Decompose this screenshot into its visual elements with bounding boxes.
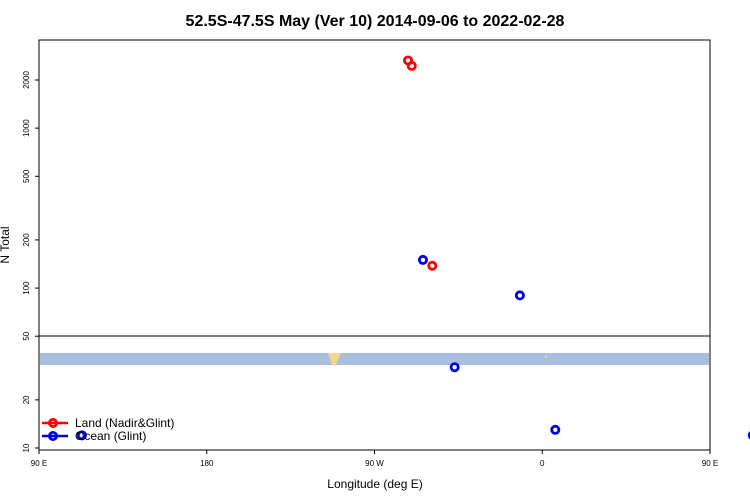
y-tick-label: 10	[22, 443, 31, 452]
map-land-south-america	[328, 353, 341, 365]
map-ocean-band	[40, 353, 709, 365]
legend: Land (Nadir&Glint)Ocean (Glint)	[42, 416, 174, 443]
ocean-point	[747, 431, 750, 440]
land-point	[427, 260, 438, 271]
y-tick-label: 20	[22, 395, 31, 404]
plot-frame	[38, 39, 711, 451]
x-tick-label: 180	[200, 459, 214, 468]
legend-ocean-marker	[48, 430, 59, 441]
legend-ocean-label: Ocean (Glint)	[75, 429, 146, 443]
map-land-island	[545, 356, 547, 358]
ocean-point	[514, 290, 525, 301]
y-axis-ticks: 10 20 50 100 200 500 1000 2000	[22, 71, 39, 452]
map-strip	[40, 353, 709, 365]
x-tick-label: 90 W	[365, 459, 384, 468]
y-tick-label: 2000	[22, 71, 31, 89]
x-tick-label: 90 E	[702, 459, 718, 468]
y-tick-label: 200	[22, 233, 31, 247]
legend-land-marker	[48, 417, 59, 428]
data-points	[76, 55, 750, 441]
ocean-point	[76, 430, 87, 441]
x-axis-ticks: 90 E 180 90 W 0 90 E	[31, 450, 718, 468]
land-point	[406, 60, 417, 71]
y-tick-label: 100	[22, 281, 31, 295]
x-tick-label: 0	[540, 459, 545, 468]
x-tick-label: 90 E	[31, 459, 47, 468]
y-tick-label: 50	[22, 331, 31, 340]
y-tick-label: 1000	[22, 119, 31, 137]
legend-land-label: Land (Nadir&Glint)	[75, 416, 174, 430]
y-axis-label: N Total	[0, 226, 12, 263]
x-axis-label: Longitude (deg E)	[327, 477, 422, 491]
chart-title: 52.5S-47.5S May (Ver 10) 2014-09-06 to 2…	[186, 13, 565, 30]
ocean-point	[449, 362, 460, 373]
ocean-point	[417, 254, 428, 265]
y-tick-label: 500	[22, 169, 31, 183]
ocean-point	[550, 424, 561, 435]
